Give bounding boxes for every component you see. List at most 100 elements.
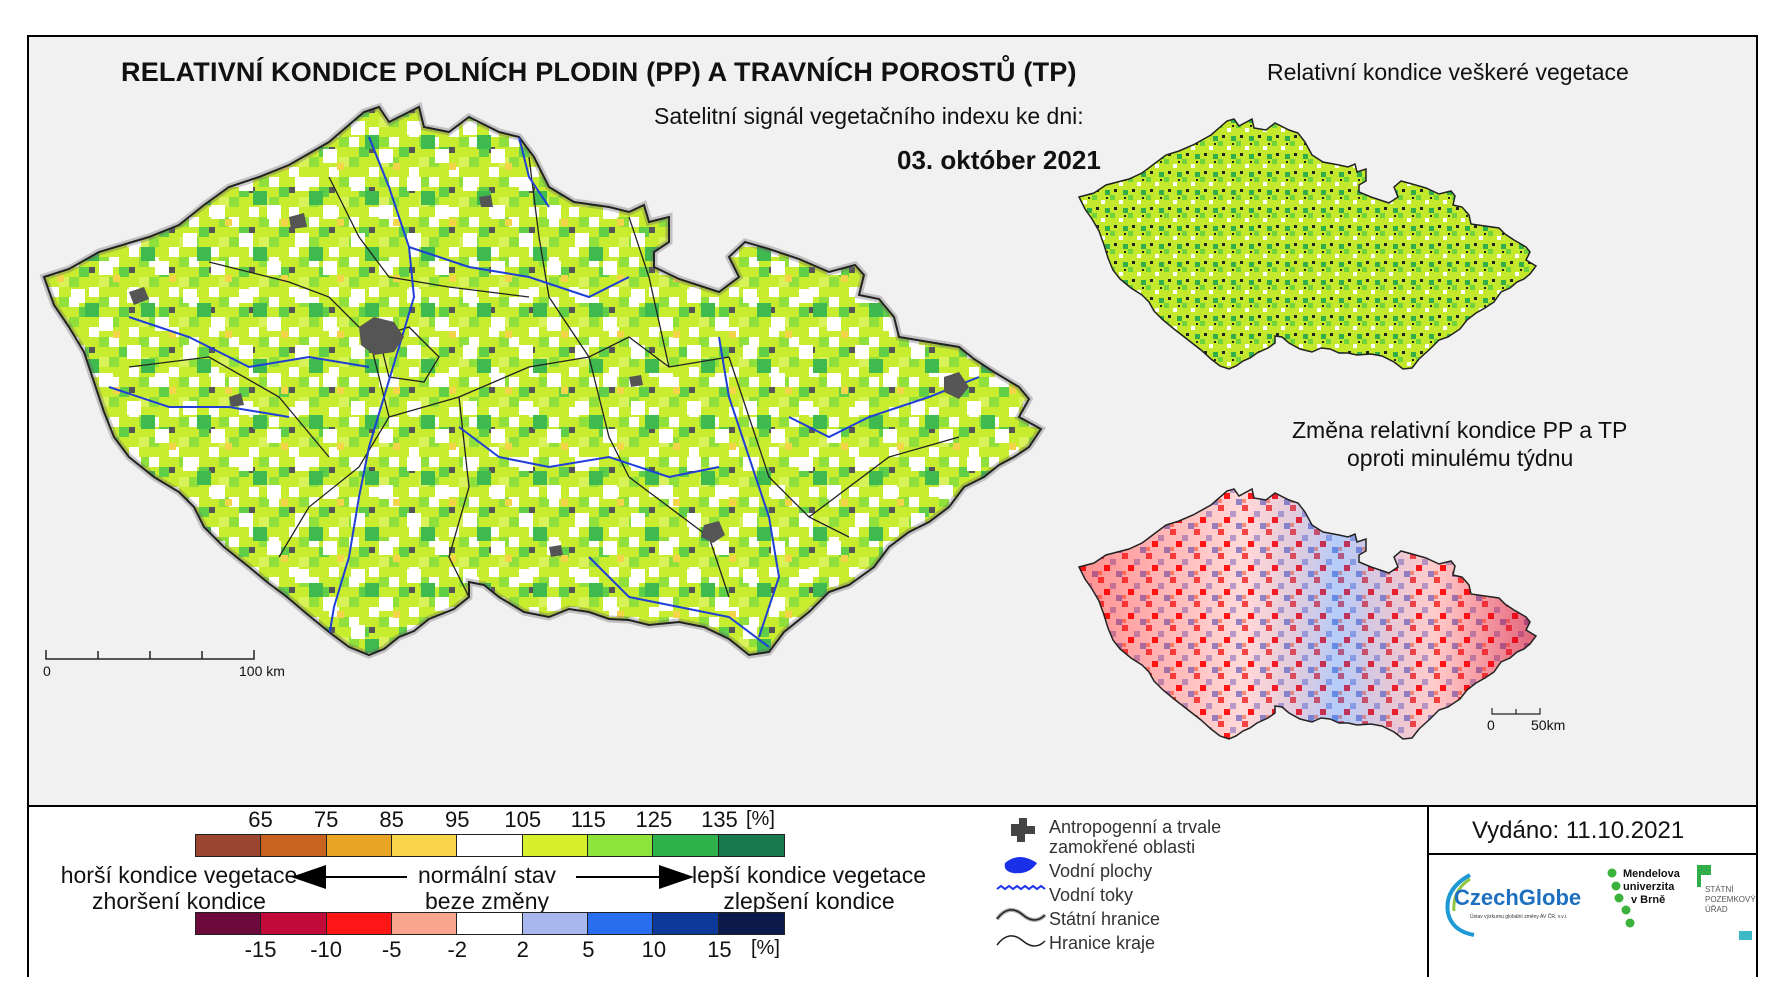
change-color-scale xyxy=(195,912,785,935)
main-condition-map xyxy=(29,37,1059,660)
change-tick-label: 15 xyxy=(707,937,732,962)
spu-mark-icon xyxy=(1697,865,1752,940)
spu-text: STÁTNÍ POZEMKOVÝ ÚŘAD xyxy=(1705,885,1756,915)
condition-scale-unit: [%] xyxy=(746,808,775,830)
left-arrow-icon xyxy=(291,865,407,889)
worse-line1: horší kondice vegetace xyxy=(60,862,298,888)
condition-tick-label: 105 xyxy=(504,807,542,832)
map-panel: RELATIVNÍ KONDICE POLNÍCH PLODIN (PP) A … xyxy=(29,37,1756,805)
state-border-icon xyxy=(995,907,1047,922)
main-scalebar-start: 0 xyxy=(43,663,51,679)
condition-tick-label: 75 xyxy=(313,807,339,832)
condition-tick-label: 85 xyxy=(379,807,404,832)
main-scalebar-end: 100 km xyxy=(239,663,285,679)
change-color-cell xyxy=(718,913,784,934)
mendel-logo: Mendelova univerzita v Brně xyxy=(1604,865,1694,945)
spu-logo: STÁTNÍ POZEMKOVÝ ÚŘAD xyxy=(1697,865,1756,955)
change-color-cell xyxy=(522,913,589,934)
inset-change-title-line2: oproti minulému týdnu xyxy=(1347,445,1574,471)
czechglobe-swoosh-icon xyxy=(1445,873,1475,937)
change-tick-label: 10 xyxy=(641,937,667,962)
urban-line1: Antropogenní a trvale xyxy=(1049,817,1222,837)
mendel-dots-icon xyxy=(1607,868,1635,928)
map-subtitle: Satelitní signál vegetačního indexu ke d… xyxy=(654,103,1084,129)
inset-scalebar-end: 50km xyxy=(1531,717,1566,733)
state-border-legend: Státní hranice xyxy=(1049,909,1161,929)
mendel-text: Mendelova univerzita v Brně xyxy=(1623,868,1680,907)
condition-color-cell xyxy=(457,835,523,856)
czechglobe-name: CzechGlobe xyxy=(1454,885,1582,910)
spu-line1: STÁTNÍ xyxy=(1705,885,1734,894)
condition-tick-label: 65 xyxy=(248,807,273,832)
map-title: RELATIVNÍ KONDICE POLNÍCH PLODIN (PP) A … xyxy=(121,57,1077,87)
inset-scalebar xyxy=(1491,708,1541,715)
change-tick-label: -15 xyxy=(244,937,277,962)
rivers-legend: Vodní toky xyxy=(1049,885,1134,905)
better-label: lepší kondice vegetace zlepšení kondice xyxy=(689,862,929,914)
change-scale-unit: [%] xyxy=(751,937,780,959)
condition-tick-label: 125 xyxy=(635,807,673,832)
czechglobe-logo: CzechGlobe Ústav výzkumu globální změny … xyxy=(1440,869,1590,949)
condition-color-cell xyxy=(522,835,589,856)
condition-color-scale xyxy=(195,834,785,857)
water-body-icon xyxy=(1004,857,1037,874)
urban-line2: zamokřené oblasti xyxy=(1049,837,1196,857)
issued-date: Vydáno: 11.10.2021 xyxy=(1472,817,1685,844)
inset-vegetation-title: Relativní kondice veškeré vegetace xyxy=(1267,59,1629,85)
condition-tick-label: 115 xyxy=(570,807,606,832)
normal-line1: normální stav xyxy=(417,862,557,888)
region-border-legend: Hranice kraje xyxy=(1049,933,1156,953)
legend-arrows xyxy=(291,865,694,889)
worse-line2: zhoršení kondice xyxy=(92,888,266,914)
change-tick-label: -5 xyxy=(381,937,402,962)
urban-area-icon xyxy=(1011,818,1035,842)
urban-areas xyxy=(129,195,969,557)
change-color-cell xyxy=(457,913,523,934)
mendel-line2: univerzita xyxy=(1623,881,1675,893)
better-line1: lepší kondice vegetace xyxy=(692,862,926,888)
main-scalebar xyxy=(45,650,255,660)
change-color-cell xyxy=(588,913,654,934)
spu-line3: ÚŘAD xyxy=(1705,905,1728,914)
condition-color-cell xyxy=(588,835,654,856)
condition-tick-label: 135 xyxy=(701,807,738,832)
change-color-cell xyxy=(653,913,719,934)
change-tick-label: -10 xyxy=(310,937,343,962)
inset-change-title-line1: Změna relativní kondice PP a TP xyxy=(1292,417,1628,443)
water-bodies-legend: Vodní plochy xyxy=(1049,861,1153,881)
change-tick-label: -2 xyxy=(447,937,467,962)
condition-tick-label: 95 xyxy=(444,807,470,832)
worse-label: horší kondice vegetace zhoršení kondice xyxy=(59,862,299,914)
legend-panel: 65 75 85 95 105 115 125 135 [%] horší kondice v… xyxy=(29,805,1756,977)
region-border-icon xyxy=(996,935,1046,947)
inset-vegetation-map xyxy=(1078,118,1537,370)
condition-color-cell xyxy=(718,835,784,856)
change-tick-label: 2 xyxy=(516,937,529,962)
condition-color-cell xyxy=(261,835,327,856)
change-color-cell xyxy=(261,913,327,934)
map-frame: RELATIVNÍ KONDICE POLNÍCH PLODIN (PP) A … xyxy=(27,35,1758,977)
condition-color-cell xyxy=(653,835,719,856)
change-color-cell xyxy=(326,913,393,934)
normal-line2: beze změny xyxy=(424,888,549,914)
map-date: 03. október 2021 xyxy=(897,145,1101,175)
czechglobe-subtitle: Ústav výzkumu globální změny AV ČR, v.v.… xyxy=(1470,914,1568,920)
right-arrow-icon xyxy=(576,865,694,889)
better-line2: zlepšení kondice xyxy=(723,888,895,914)
normal-label: normální stav beze změny xyxy=(407,862,567,914)
spu-line2: POZEMKOVÝ xyxy=(1705,895,1756,904)
mendel-line3: v Brně xyxy=(1631,894,1666,906)
inset-change-map xyxy=(1078,488,1541,740)
urban-legend: Antropogenní a trvale zamokřené oblasti xyxy=(1049,817,1221,857)
change-tick-label: 5 xyxy=(582,937,595,962)
legend-divider-horizontal xyxy=(1429,853,1756,855)
legend-divider xyxy=(1427,807,1429,977)
river-icon xyxy=(996,884,1046,891)
condition-color-cell xyxy=(326,835,393,856)
symbol-legend-icons xyxy=(995,818,1047,947)
inset-scalebar-start: 0 xyxy=(1487,717,1495,733)
change-color-cell xyxy=(392,913,458,934)
mendel-line1: Mendelova xyxy=(1623,868,1680,880)
change-color-cell xyxy=(196,913,262,934)
condition-color-cell xyxy=(392,835,458,856)
